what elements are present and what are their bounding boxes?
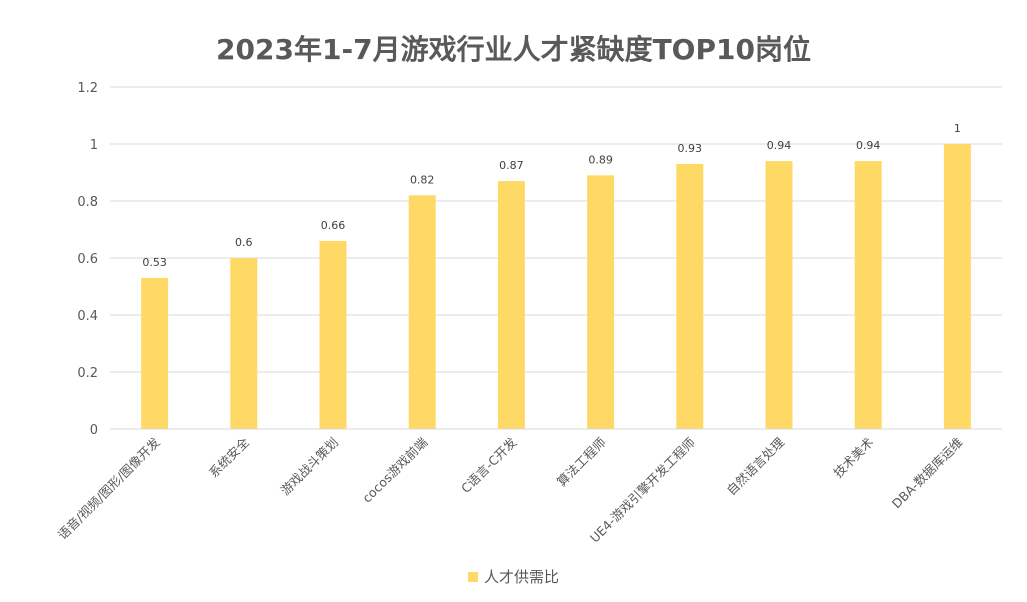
y-tick-label: 1	[90, 138, 98, 153]
x-tick-label: 技术美术	[830, 434, 876, 480]
x-tick-label: 系统安全	[206, 434, 252, 480]
x-tick-label: 算法工程师	[554, 435, 609, 490]
x-tick-label: C语言-C开发	[458, 434, 520, 496]
bar	[676, 163, 704, 429]
data-label: 0.93	[678, 142, 703, 155]
bar	[497, 181, 525, 429]
data-label: 0.89	[588, 153, 613, 166]
bar	[587, 175, 615, 429]
data-label: 0.6	[235, 236, 253, 249]
bar	[943, 144, 971, 429]
data-label: 0.87	[499, 159, 524, 172]
y-tick-label: 0.6	[77, 252, 98, 267]
legend: 人才供需比	[0, 566, 1027, 587]
y-tick-label: 0.8	[77, 195, 98, 210]
data-label: 0.66	[321, 219, 346, 232]
x-tick-label: 游戏战斗策划	[277, 435, 341, 499]
chart-title: 2023年1-7月游戏行业人才紧缺度TOP10岗位	[216, 33, 811, 66]
data-label: 0.53	[142, 256, 167, 269]
bar	[765, 161, 793, 429]
data-label: 0.94	[856, 139, 881, 152]
y-tick-label: 0.2	[77, 366, 98, 381]
y-tick-label: 1.2	[77, 81, 98, 96]
bar	[230, 258, 258, 429]
x-tick-label: 自然语言处理	[723, 434, 787, 498]
data-label: 1	[954, 122, 961, 135]
bar	[319, 240, 347, 429]
y-tick-label: 0.4	[77, 309, 98, 324]
x-tick-label: cocos游戏前端	[359, 435, 430, 506]
x-tick-label: 语音/视频/图形/图像开发	[55, 434, 163, 542]
y-tick-label: 0	[90, 423, 98, 438]
legend-swatch	[467, 571, 478, 582]
bar	[408, 195, 436, 429]
data-label: 0.82	[410, 173, 435, 186]
x-tick-label: DBA-数据库运维	[889, 435, 966, 512]
bar	[854, 161, 882, 429]
bar	[141, 277, 169, 429]
legend-label: 人才供需比	[483, 568, 559, 586]
data-label: 0.94	[767, 139, 792, 152]
x-tick-label: UE4-游戏引擎开发工程师	[587, 435, 698, 546]
